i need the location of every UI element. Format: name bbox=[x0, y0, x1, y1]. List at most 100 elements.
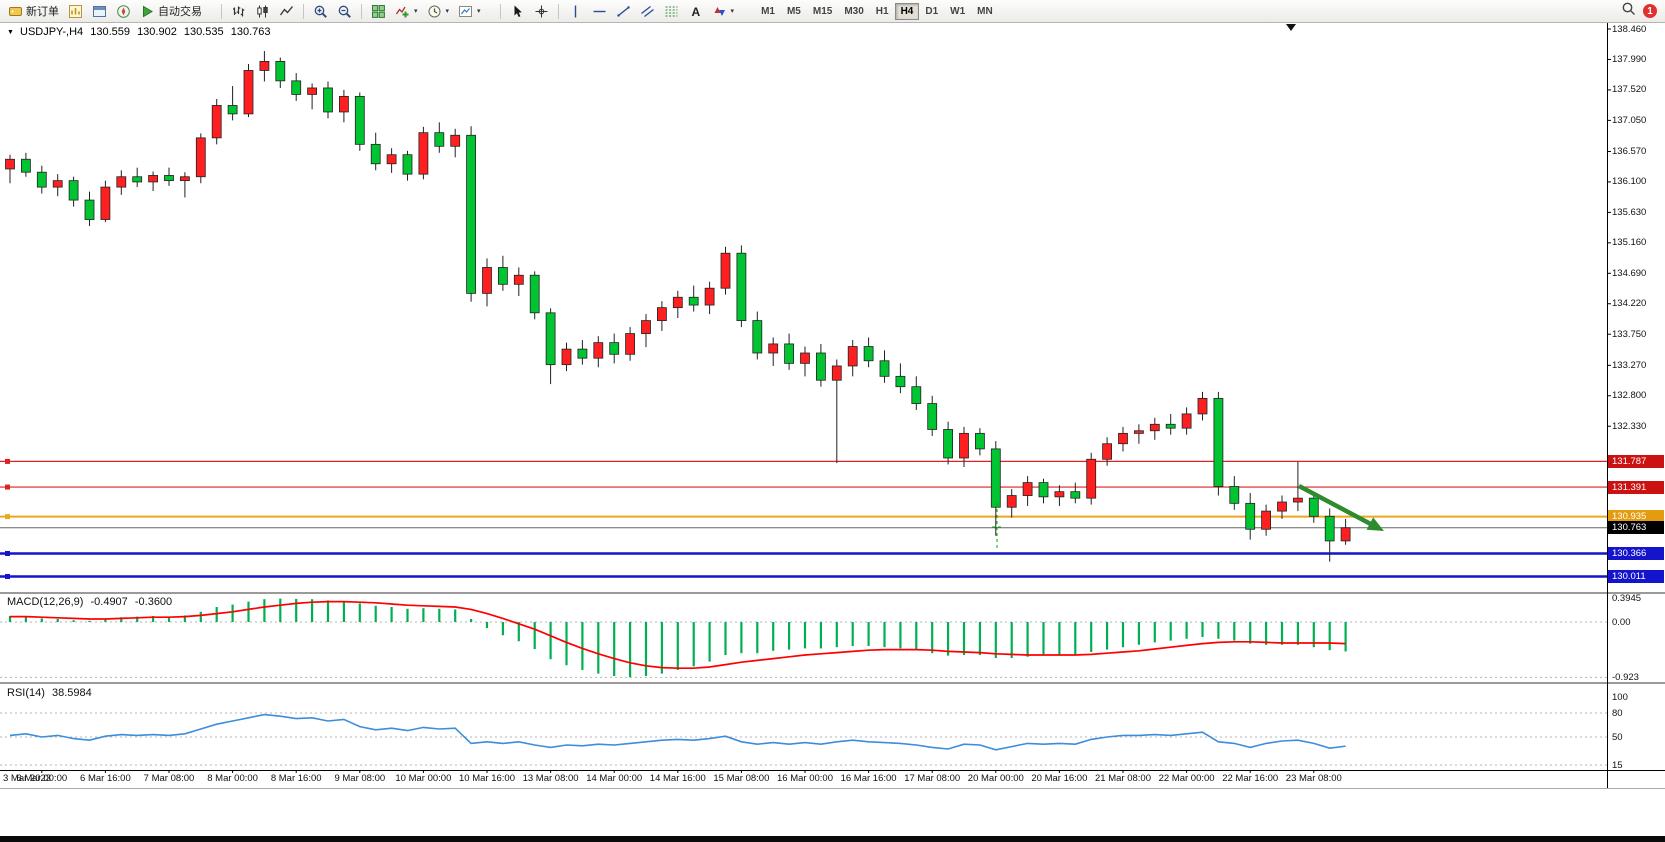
candle bbox=[1006, 495, 1017, 508]
candle bbox=[641, 320, 651, 334]
templates-icon bbox=[458, 4, 473, 19]
channel-icon bbox=[640, 4, 655, 19]
candle bbox=[1324, 515, 1335, 542]
new-order-button[interactable]: 新订单 bbox=[4, 2, 63, 21]
candle bbox=[291, 80, 302, 95]
navigator-button[interactable] bbox=[112, 2, 135, 21]
search-icon[interactable] bbox=[1621, 1, 1636, 21]
crosshair-button[interactable] bbox=[530, 2, 553, 21]
candle bbox=[338, 95, 349, 113]
candle bbox=[68, 180, 79, 201]
tile-windows-icon bbox=[371, 4, 386, 19]
open-value: 130.559 bbox=[90, 26, 130, 38]
candle bbox=[911, 386, 922, 404]
timeframe-D1[interactable]: D1 bbox=[919, 3, 944, 20]
candle bbox=[1213, 397, 1224, 487]
line-handle[interactable] bbox=[5, 573, 10, 579]
candle bbox=[148, 175, 159, 183]
profiles-icon bbox=[92, 4, 107, 19]
trendline-button[interactable] bbox=[612, 2, 635, 21]
periods-button[interactable]: ▾ bbox=[423, 2, 454, 21]
channel-button[interactable] bbox=[636, 2, 659, 21]
timeframe-M30[interactable]: M30 bbox=[838, 3, 869, 20]
timeframe-H4[interactable]: H4 bbox=[894, 2, 920, 20]
candle bbox=[482, 267, 492, 294]
candlestick-chart-button[interactable] bbox=[251, 2, 274, 21]
arrows-button[interactable]: ▾ bbox=[708, 2, 739, 21]
symbol-timeframe-label: USDJPY-,H4 bbox=[20, 26, 84, 38]
charts-icon bbox=[68, 4, 83, 19]
chart-shift-marker[interactable] bbox=[1286, 24, 1296, 31]
candle bbox=[704, 287, 715, 306]
candle bbox=[625, 333, 635, 355]
text-icon: A bbox=[688, 4, 703, 19]
candle bbox=[1229, 486, 1240, 504]
rsi-value: 38.5984 bbox=[51, 687, 92, 699]
auto-trading-icon bbox=[140, 4, 155, 19]
low-value: 130.535 bbox=[183, 26, 224, 38]
collapse-icon[interactable]: ▼ bbox=[7, 28, 14, 36]
trend-arrow[interactable] bbox=[1297, 484, 1373, 527]
candle bbox=[1277, 501, 1287, 512]
candle bbox=[1197, 397, 1208, 415]
notification-badge[interactable]: 1 bbox=[1643, 4, 1657, 18]
trend-arrow-head[interactable] bbox=[1366, 517, 1384, 531]
candle bbox=[593, 342, 604, 359]
bar-chart-icon bbox=[231, 4, 246, 19]
macd-signal-value: -0.3600 bbox=[134, 596, 173, 608]
timeframe-MN[interactable]: MN bbox=[971, 3, 999, 20]
trendline-icon bbox=[616, 4, 631, 19]
line-chart-button[interactable] bbox=[275, 2, 298, 21]
auto-trading-button[interactable]: 自动交易 bbox=[136, 2, 206, 21]
candle bbox=[418, 132, 429, 175]
indicators-icon bbox=[395, 4, 410, 19]
candle bbox=[243, 70, 254, 115]
candle bbox=[736, 252, 747, 321]
timeframe-M1[interactable]: M1 bbox=[755, 3, 781, 20]
line-handle[interactable] bbox=[5, 514, 10, 520]
candle bbox=[36, 171, 47, 188]
zoom-out-button[interactable] bbox=[333, 2, 356, 21]
tile-windows-button[interactable] bbox=[367, 2, 390, 21]
cursor-button[interactable] bbox=[506, 2, 529, 21]
candle bbox=[768, 343, 779, 354]
candle bbox=[1245, 502, 1256, 530]
timeframe-H1[interactable]: H1 bbox=[870, 3, 895, 20]
candle bbox=[847, 346, 858, 367]
fibonacci-button[interactable] bbox=[660, 2, 683, 21]
bar-chart-button[interactable] bbox=[227, 2, 250, 21]
line-handle[interactable] bbox=[5, 458, 10, 464]
vertical-line-button[interactable] bbox=[564, 2, 587, 21]
candle bbox=[84, 199, 95, 220]
line-chart-icon bbox=[279, 4, 294, 19]
candle bbox=[1308, 497, 1319, 517]
candle bbox=[879, 360, 890, 377]
candle bbox=[386, 154, 397, 165]
high-value: 130.902 bbox=[137, 26, 177, 38]
close-value: 130.763 bbox=[230, 26, 271, 38]
candle bbox=[784, 343, 794, 364]
horizontal-line-icon bbox=[592, 4, 607, 19]
line-handle[interactable] bbox=[5, 484, 10, 490]
zoom-out-icon bbox=[337, 4, 352, 19]
charts-button[interactable] bbox=[64, 2, 87, 21]
zoom-in-button[interactable] bbox=[309, 2, 332, 21]
timeframe-W1[interactable]: W1 bbox=[944, 3, 971, 20]
candle bbox=[1054, 491, 1065, 498]
candle bbox=[545, 312, 556, 366]
candle bbox=[863, 346, 874, 362]
candle bbox=[323, 87, 333, 113]
profiles-button[interactable] bbox=[88, 2, 111, 21]
timeframe-M5[interactable]: M5 bbox=[781, 3, 807, 20]
templates-button[interactable]: ▾ bbox=[454, 2, 485, 21]
new-order-icon bbox=[8, 4, 23, 19]
chevron-down-icon: ▾ bbox=[730, 8, 735, 15]
indicators-button[interactable]: ▾ bbox=[391, 2, 422, 21]
line-handle[interactable] bbox=[5, 550, 10, 556]
svg-text:A: A bbox=[691, 5, 700, 19]
text-button[interactable]: A bbox=[684, 2, 707, 21]
horizontal-line-button[interactable] bbox=[588, 2, 611, 21]
candle bbox=[132, 176, 143, 183]
timeframe-M15[interactable]: M15 bbox=[807, 3, 838, 20]
